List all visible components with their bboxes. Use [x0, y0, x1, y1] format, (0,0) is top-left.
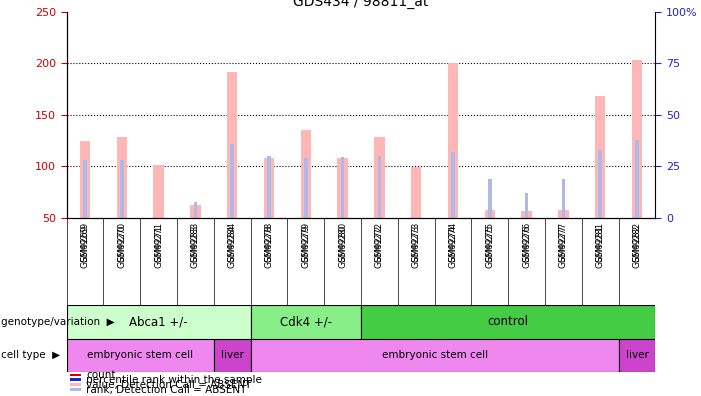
Text: genotype/variation  ▶: genotype/variation ▶	[1, 317, 115, 327]
Bar	[484, 209, 495, 218]
Bar	[154, 165, 164, 218]
Bar	[378, 156, 381, 218]
Text: GSM9272: GSM9272	[375, 225, 384, 268]
Text: percentile rank within the sample: percentile rank within the sample	[86, 375, 262, 385]
Bar	[341, 157, 344, 218]
Text: GSM9281: GSM9281	[596, 225, 605, 268]
Text: liver: liver	[221, 350, 244, 360]
Text: GSM9284: GSM9284	[228, 225, 237, 268]
Bar	[70, 373, 81, 376]
Bar	[411, 168, 421, 218]
Text: control: control	[488, 315, 529, 328]
Text: GSM9279: GSM9279	[301, 225, 311, 268]
Bar	[522, 211, 532, 218]
Text: GSM9270: GSM9270	[117, 225, 126, 268]
Bar	[595, 96, 606, 218]
Bar	[70, 383, 81, 386]
Text: GSM9272: GSM9272	[375, 222, 384, 262]
Bar	[70, 379, 81, 381]
Bar	[635, 139, 639, 218]
Bar	[361, 305, 655, 339]
Bar	[83, 160, 87, 218]
Text: GSM9271: GSM9271	[154, 222, 163, 262]
Text: GSM9271: GSM9271	[154, 225, 163, 268]
Bar	[562, 179, 565, 218]
Bar	[619, 339, 655, 372]
Bar	[448, 63, 458, 218]
Bar	[488, 179, 491, 218]
Bar	[251, 339, 619, 372]
Text: GSM9276: GSM9276	[522, 225, 531, 268]
Bar	[267, 156, 271, 218]
Bar	[231, 144, 234, 218]
Bar	[301, 130, 311, 218]
Text: GSM9284: GSM9284	[228, 222, 237, 262]
Bar	[214, 339, 251, 372]
Bar	[374, 137, 385, 218]
Text: GSM9273: GSM9273	[411, 222, 421, 263]
Text: Cdk4 +/-: Cdk4 +/-	[280, 315, 332, 328]
Text: GSM9274: GSM9274	[449, 222, 458, 262]
Text: GSM9270: GSM9270	[117, 222, 126, 262]
Text: GSM9277: GSM9277	[559, 222, 568, 263]
Bar	[451, 152, 455, 218]
Text: count: count	[86, 370, 116, 380]
Text: GSM9283: GSM9283	[191, 222, 200, 263]
Bar	[227, 72, 238, 218]
Text: rank, Detection Call = ABSENT: rank, Detection Call = ABSENT	[86, 385, 247, 394]
Bar	[599, 150, 602, 218]
Bar	[632, 60, 642, 218]
Text: liver: liver	[625, 350, 648, 360]
Bar	[116, 137, 127, 218]
Text: GSM9278: GSM9278	[264, 222, 273, 263]
Bar	[193, 202, 197, 218]
Text: GSM9277: GSM9277	[559, 225, 568, 268]
Bar	[525, 193, 529, 218]
Text: GSM9273: GSM9273	[411, 225, 421, 268]
Bar	[120, 160, 123, 218]
Bar	[67, 305, 251, 339]
Text: cell type  ▶: cell type ▶	[1, 350, 60, 360]
Bar	[190, 206, 200, 218]
Bar	[264, 158, 274, 218]
Text: GSM9269: GSM9269	[81, 222, 90, 262]
Bar	[67, 339, 214, 372]
Text: GSM9280: GSM9280	[338, 222, 347, 262]
Text: GSM9282: GSM9282	[632, 225, 641, 268]
Text: GSM9269: GSM9269	[81, 225, 90, 268]
Text: Abca1 +/-: Abca1 +/-	[129, 315, 188, 328]
Bar	[251, 305, 361, 339]
Text: embryonic stem cell: embryonic stem cell	[381, 350, 488, 360]
Bar	[304, 158, 308, 218]
Text: GSM9275: GSM9275	[485, 222, 494, 262]
Text: GSM9280: GSM9280	[338, 225, 347, 268]
Text: GSM9276: GSM9276	[522, 222, 531, 263]
Text: GSM9279: GSM9279	[301, 222, 311, 262]
Text: GSM9274: GSM9274	[449, 225, 458, 268]
Text: embryonic stem cell: embryonic stem cell	[87, 350, 193, 360]
Text: GSM9282: GSM9282	[632, 222, 641, 262]
Bar	[80, 141, 90, 218]
Text: GSM9283: GSM9283	[191, 225, 200, 268]
Text: GSM9278: GSM9278	[264, 225, 273, 268]
Bar	[337, 158, 348, 218]
Text: GSM9275: GSM9275	[485, 225, 494, 268]
Bar	[558, 209, 569, 218]
Bar	[70, 388, 81, 391]
Text: GSM9281: GSM9281	[596, 222, 605, 262]
Text: value, Detection Call = ABSENT: value, Detection Call = ABSENT	[86, 380, 252, 390]
Title: GDS434 / 98811_at: GDS434 / 98811_at	[293, 0, 429, 10]
